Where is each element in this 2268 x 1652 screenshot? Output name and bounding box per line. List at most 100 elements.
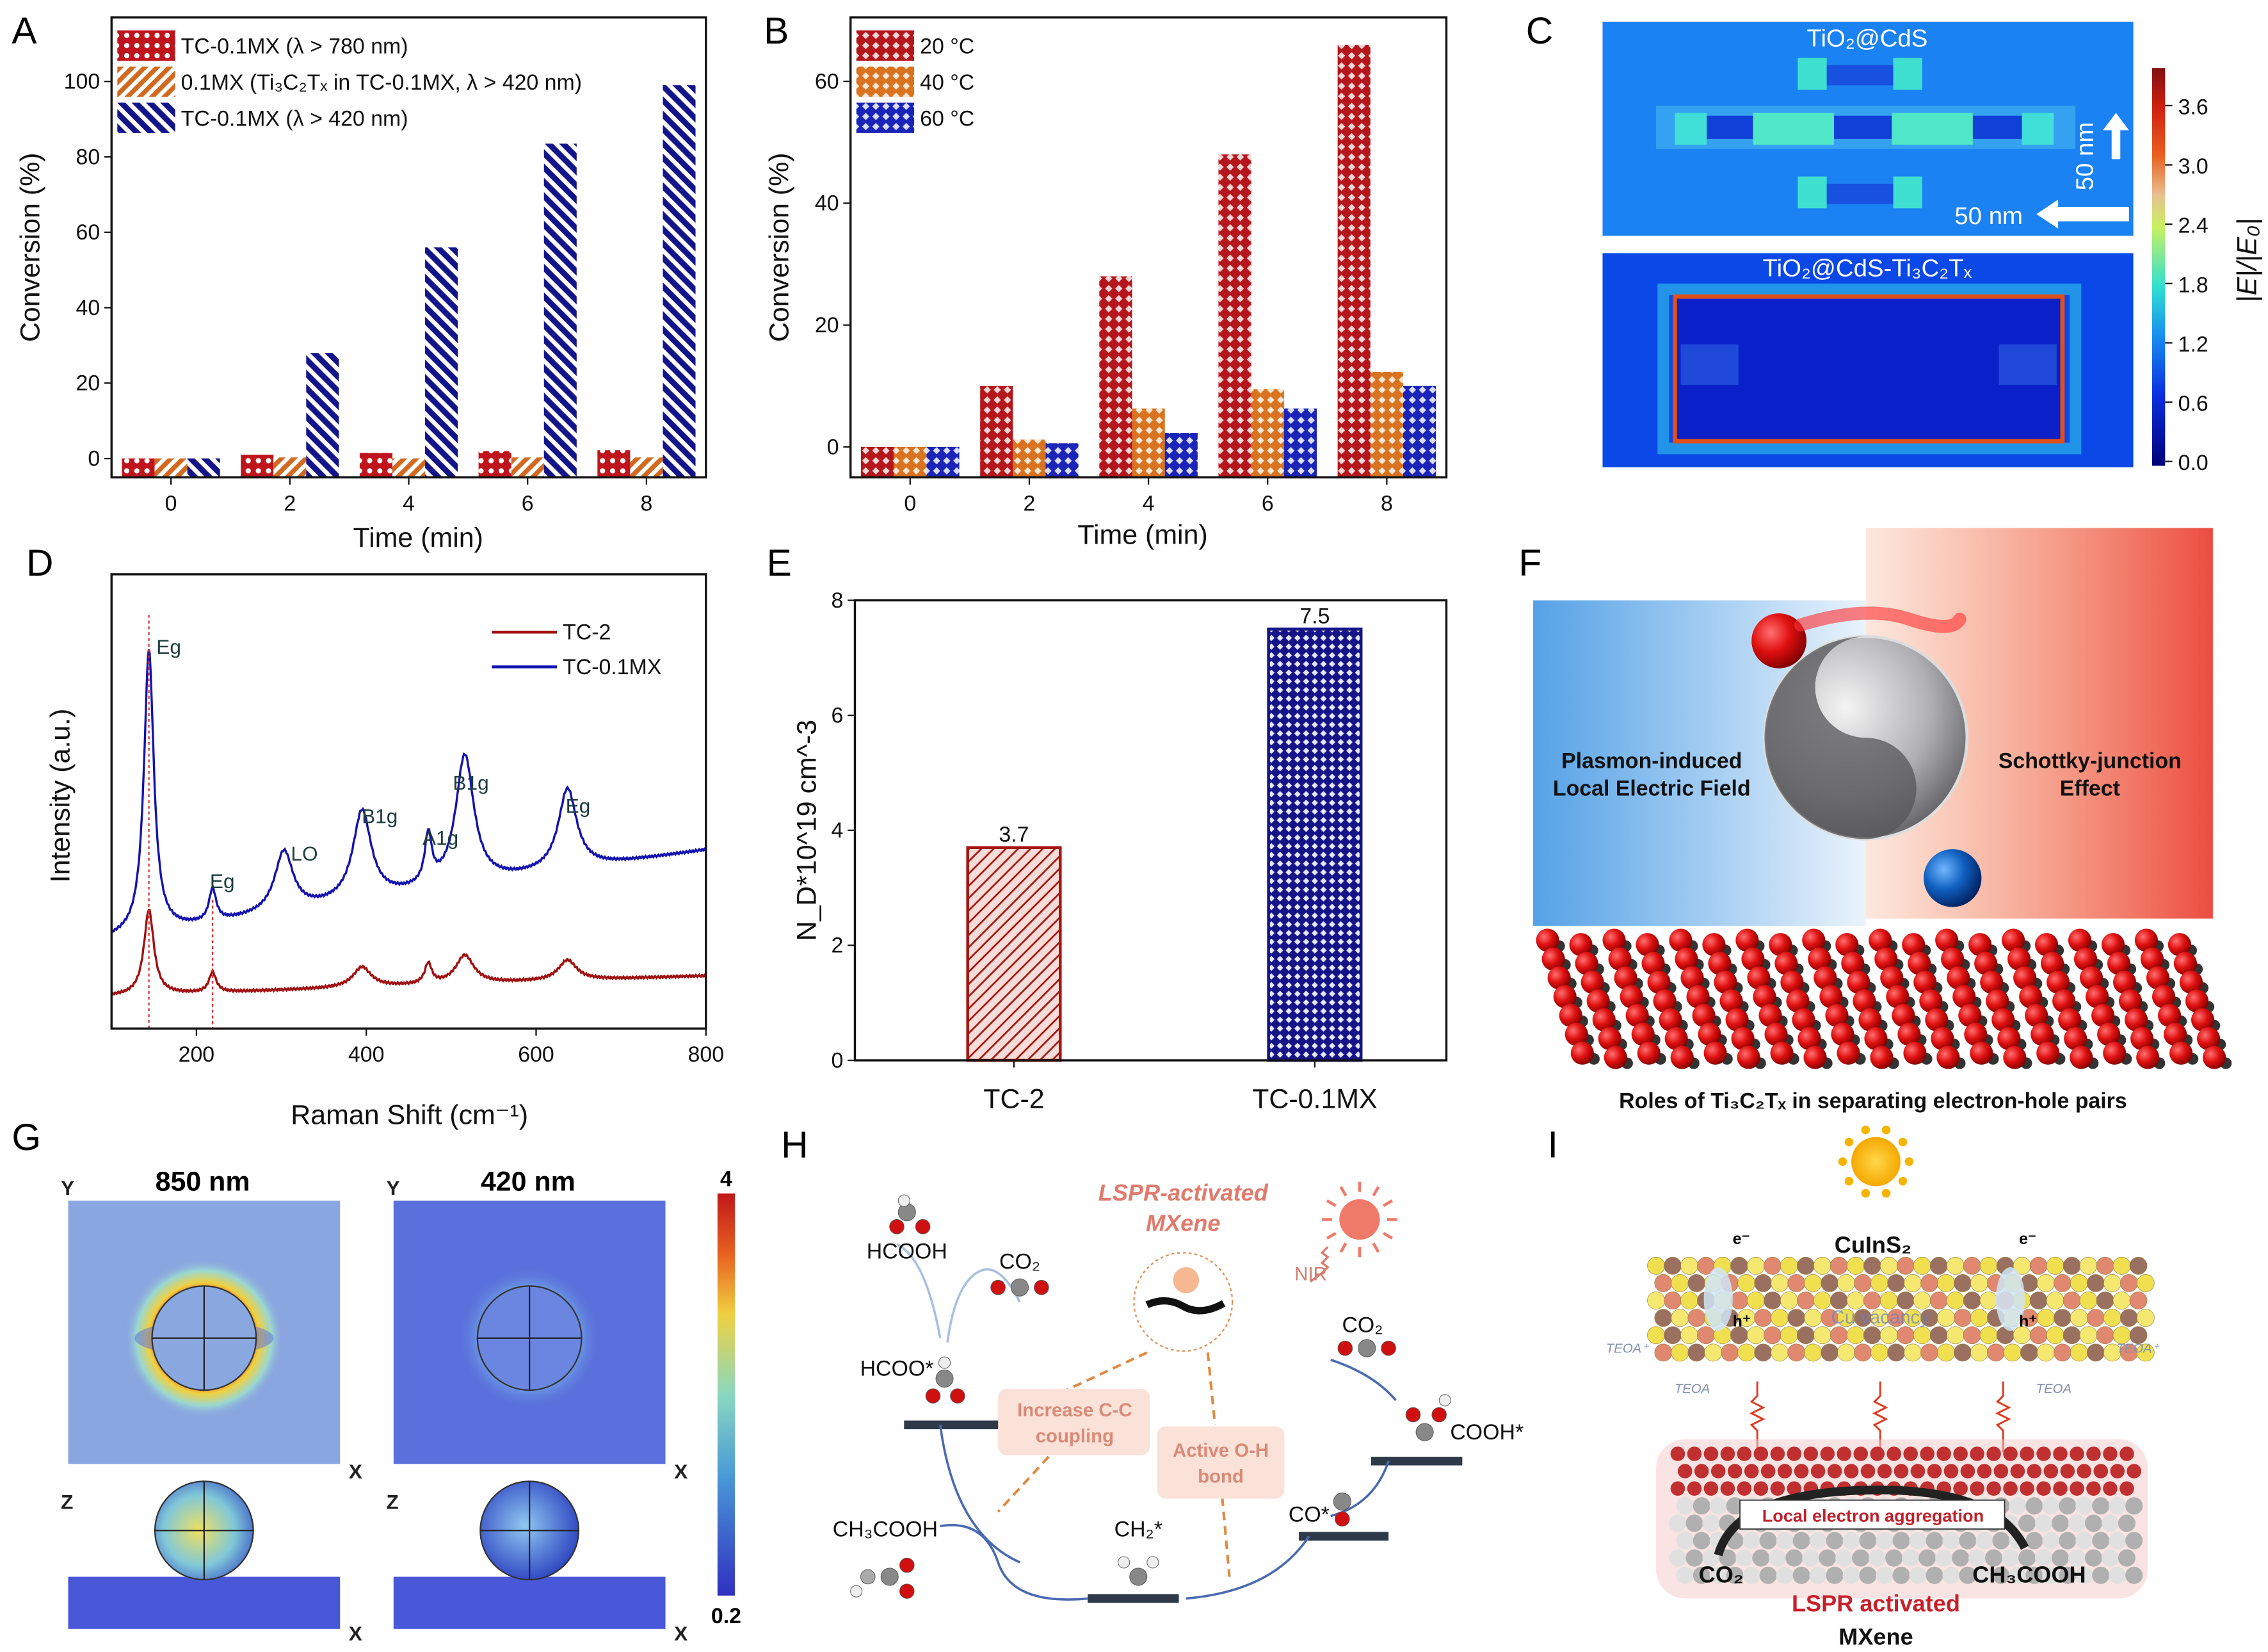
lattice-atom	[1970, 1274, 1988, 1292]
wavelength-850-title: 850 nm	[156, 1166, 250, 1197]
slab-atom	[1759, 1532, 1777, 1550]
bar-series-0-t4	[1099, 276, 1132, 447]
sun-ray	[1861, 1188, 1870, 1198]
slab-atom	[1787, 1481, 1802, 1496]
slab-atom	[1685, 1514, 1703, 1532]
spectrum-tc-2	[111, 908, 707, 996]
titanium-atom	[1614, 966, 1637, 990]
titanium-atom	[2080, 966, 2103, 990]
titanium-atom	[1886, 985, 1910, 1008]
titanium-atom	[1908, 952, 1931, 975]
lattice-atom	[1687, 1343, 1706, 1362]
slab-atom	[2084, 1514, 2103, 1532]
lattice-atom	[1754, 1274, 1773, 1292]
lattice-atom	[1970, 1343, 1988, 1362]
titanium-atom	[2167, 933, 2191, 957]
bar-series-0-t8	[1337, 44, 1371, 447]
slab-atom	[1993, 1464, 2009, 1478]
chart-b-marks: 20 °C 40 °C 60 °C 0 2 4 6 8 0 20 40 60	[815, 30, 1436, 515]
atom	[1337, 1340, 1353, 1356]
sun-ray	[1898, 1176, 1908, 1186]
titanium-atom	[1758, 1003, 1782, 1028]
titanium-atom	[1847, 970, 1870, 994]
lattice-atom	[1846, 1326, 1865, 1345]
x-tick-label: 800	[688, 1042, 725, 1067]
x-tick-label: 8	[1381, 491, 1393, 515]
slab-atom	[1942, 1532, 1960, 1550]
titanium-atom	[2107, 952, 2131, 975]
panel-f-caption: Roles of Ti₃C₂Tₓ in separating electron-…	[1619, 1089, 2127, 1113]
sun-ray	[1326, 1199, 1337, 1207]
atom	[925, 1388, 941, 1404]
slab-atom	[1709, 1497, 1727, 1515]
slab-atom	[2075, 1532, 2093, 1550]
titanium-atom	[1735, 928, 1759, 952]
titanium-atom	[1958, 1003, 1982, 1028]
slab-atom	[2002, 1549, 2020, 1567]
panel-label-i: I	[1548, 1124, 1558, 1165]
label-mxene: MXene	[1838, 1624, 1913, 1650]
slab-atom	[1735, 1549, 1753, 1567]
peak-label: LO	[291, 842, 318, 865]
peak-label: Eg	[156, 635, 181, 658]
titanium-atom	[1741, 947, 1765, 971]
label-ch3cooh: CH₃COOH	[1972, 1562, 2086, 1588]
titanium-atom	[1659, 1008, 1682, 1032]
colorbar-tick-label: 1.2	[2178, 332, 2208, 357]
lattice-atom	[1937, 1309, 1955, 1327]
lattice-atom	[1987, 1343, 2005, 1362]
peak-label: A1g	[422, 826, 458, 849]
legend-label-2: 60 °C	[920, 107, 974, 131]
titanium-atom	[1935, 928, 1959, 952]
lattice-atom	[1804, 1343, 1822, 1362]
slab-atom	[1926, 1532, 1943, 1550]
lattice-atom	[2136, 1309, 2155, 1327]
lattice-atom	[1687, 1274, 1706, 1292]
cuins2-layer-illustration	[1647, 1256, 2155, 1362]
label-ch2: CH₂*	[1114, 1517, 1162, 1541]
slab-atom	[2084, 1549, 2103, 1567]
slab-atom	[2075, 1497, 2093, 1515]
atom	[1146, 1556, 1159, 1569]
titanium-atom	[1991, 1008, 2015, 1032]
slab-atom	[2025, 1566, 2043, 1584]
titanium-atom	[1692, 1003, 1716, 1028]
slab-atom	[1693, 1497, 1710, 1515]
slab-atom	[1992, 1566, 2010, 1584]
map-title-tio2-cds: TiO₂@CdS	[1806, 24, 1927, 52]
slab-atom	[1726, 1497, 1744, 1515]
spectrum-tc-0-1mx	[110, 649, 707, 933]
slab-atom	[2119, 1481, 2134, 1496]
slab-atom	[1820, 1446, 1835, 1461]
atom	[1358, 1339, 1376, 1357]
box-active-oh	[1157, 1426, 1285, 1499]
slab-atom	[2092, 1532, 2110, 1550]
titanium-atom	[2052, 989, 2076, 1013]
titanium-atom	[1897, 1023, 1921, 1046]
lattice-atom	[1813, 1292, 1831, 1309]
slab-atom	[1777, 1464, 1792, 1478]
titanium-atom	[2119, 989, 2143, 1013]
lattice-atom	[2086, 1343, 2105, 1362]
lattice-atom	[2129, 1292, 2148, 1309]
titanium-atom	[1702, 933, 1726, 957]
titanium-atom	[1764, 1023, 1788, 1046]
lattice-atom	[1837, 1274, 1856, 1292]
bar-series-1-t2	[1013, 439, 1046, 447]
x-tick-label: TC-2	[983, 1084, 1044, 1115]
label-hcoo: HCOO*	[860, 1356, 934, 1381]
titanium-atom	[1974, 952, 1998, 975]
bar-base-series-1	[1013, 446, 1046, 478]
titanium-atom	[2151, 985, 2176, 1008]
lattice-atom	[2063, 1292, 2081, 1309]
chart-d-ylabel: Intensity (a.u.)	[45, 709, 76, 883]
y-tick-label: 8	[832, 588, 844, 613]
lspr-title-2: MXene	[1146, 1210, 1220, 1236]
lattice-atom	[1797, 1292, 1815, 1309]
lattice-atom	[2129, 1256, 2148, 1275]
slab-atom	[1835, 1549, 1853, 1567]
slab-atom	[1902, 1549, 1920, 1567]
titanium-atom	[2047, 970, 2070, 994]
titanium-atom	[2036, 1041, 2060, 1065]
peak-label: B1g	[453, 772, 488, 795]
